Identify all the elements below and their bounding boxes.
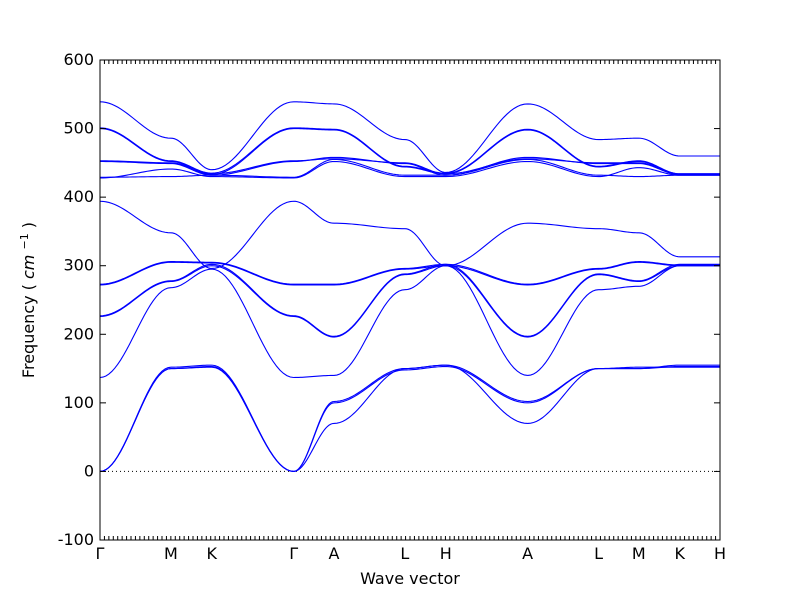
phonon-band: [99, 101, 720, 174]
y-tick-label: 0: [84, 461, 94, 480]
phonon-band: [99, 158, 720, 178]
x-tick-label: L: [594, 544, 603, 563]
y-tick-label: 100: [63, 393, 94, 412]
y-axis-label-unit-exponent: −1: [18, 233, 31, 249]
x-tick-label: H: [440, 544, 452, 563]
y-tick-label: 200: [63, 324, 94, 343]
y-axis-label-open-paren: (: [19, 284, 38, 290]
y-tick-label: 400: [63, 187, 94, 206]
plot-area: [99, 101, 720, 472]
x-tick-label: A: [328, 544, 339, 563]
x-tick-label: M: [164, 544, 178, 563]
x-tick-label: Γ: [96, 544, 105, 563]
phonon-band: [99, 127, 720, 175]
phonon-band: [99, 263, 720, 337]
x-tick-label: K: [207, 544, 218, 563]
phonon-band: [99, 265, 720, 338]
plot-frame: [99, 59, 721, 541]
y-tick-label: 300: [63, 256, 94, 275]
x-tick-label: Γ: [289, 544, 298, 563]
phonon-band: [99, 261, 720, 285]
y-tick-label: 500: [63, 119, 94, 138]
phonon-band: [99, 261, 720, 286]
phonon-band: [99, 364, 720, 472]
y-axis-label: Frequency ( cm −1 ): [13, 222, 38, 378]
x-tick-label: A: [522, 544, 533, 563]
y-axis-ticks: -100 0 100 200 300 400 500 600: [58, 50, 720, 549]
y-axis-label-text: Frequency: [19, 295, 38, 378]
x-tick-label: K: [674, 544, 685, 563]
phonon-band: [99, 265, 720, 379]
x-tick-label: M: [632, 544, 646, 563]
y-tick-label: -100: [58, 530, 94, 549]
x-tick-label: L: [400, 544, 409, 563]
phonon-band: [99, 364, 720, 472]
x-tick-label: H: [714, 544, 726, 563]
y-axis-label-close-paren: ): [19, 222, 38, 228]
phonon-band: [99, 160, 720, 179]
y-axis-label-unit: cm: [19, 255, 38, 279]
y-tick-label: 600: [63, 50, 94, 69]
x-axis-label: Wave vector: [360, 569, 460, 588]
phonon-band: [99, 364, 720, 472]
phonon-band: [99, 200, 720, 270]
